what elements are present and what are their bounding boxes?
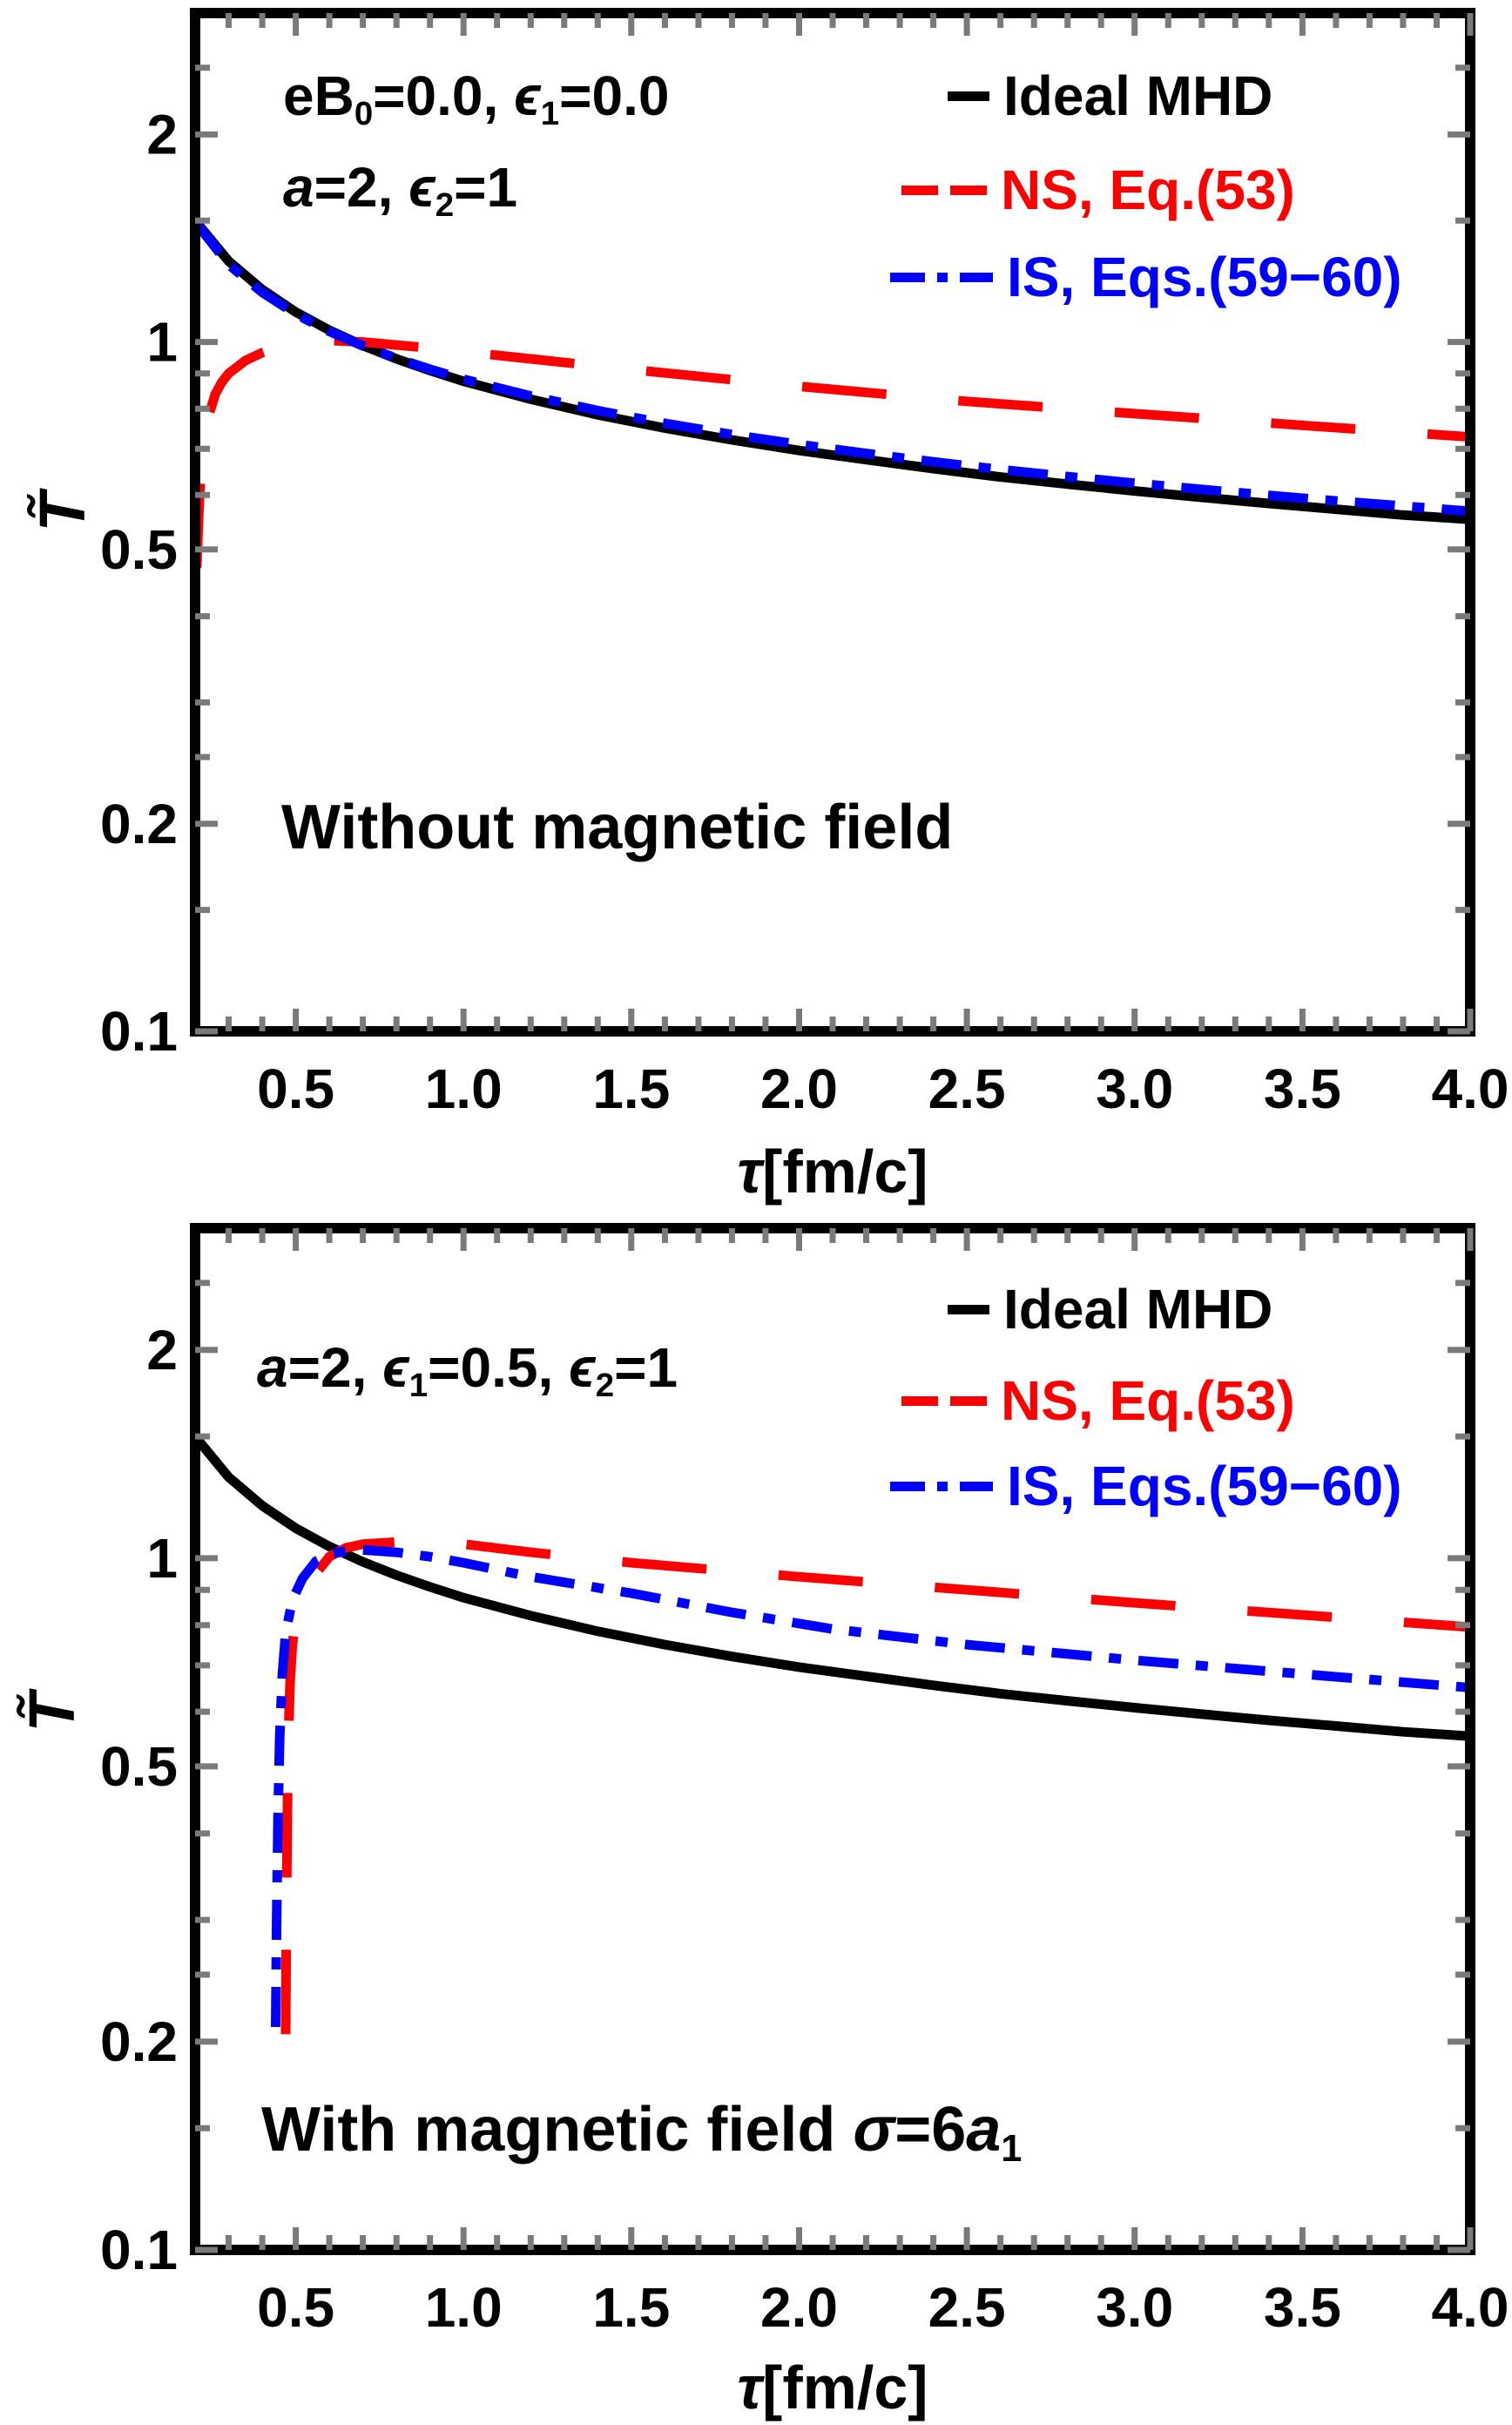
- axis-ticks: [195, 1228, 1474, 2253]
- annotation-parameters-bottom: a=2, ϵ1=0.5, ϵ2=1: [257, 1336, 678, 1404]
- x-tick-label: 1.5: [592, 1057, 670, 1120]
- y-tick-label: 2: [146, 1319, 178, 1381]
- legend-entry-ns: NS, Eq.(53): [901, 1373, 1295, 1429]
- y-tick-label: 1: [146, 1527, 178, 1590]
- legend-label: IS, Eqs.(59−60): [1007, 246, 1402, 308]
- legend-entry-ideal-mhd: Ideal MHD: [948, 1281, 1272, 1337]
- y-tick-label: 0.2: [100, 793, 178, 855]
- legend-marker-solid-line-icon: [948, 91, 989, 101]
- legend-marker-dashdot-line-icon: [890, 272, 993, 282]
- x-tick-label: 1.0: [425, 1057, 503, 1120]
- legend-marker-dashed-line-icon: [901, 185, 987, 195]
- x-tick-label: 3.0: [1096, 1057, 1173, 1120]
- y-tick-label: 0.5: [100, 1735, 178, 1798]
- legend-entry-is: IS, Eqs.(59−60): [890, 1458, 1402, 1514]
- curve-top-ideal-mhd: [195, 217, 1470, 524]
- legend-label: NS, Eq.(53): [1001, 1369, 1295, 1432]
- curve-top-is: [195, 219, 1470, 517]
- x-tick-label: 0.5: [257, 2276, 334, 2339]
- y-tick-label: 1: [146, 311, 178, 374]
- legend-marker-solid-line-icon: [948, 1304, 989, 1314]
- x-tick-label: 3.5: [1264, 1057, 1341, 1120]
- legend-label: NS, Eq.(53): [1001, 159, 1295, 221]
- y-tick-label: 0.1: [100, 2219, 178, 2281]
- annotation-without-field-label: Without magnetic field: [281, 793, 954, 862]
- legend-marker-dashdot-line-icon: [890, 1481, 993, 1491]
- legend-entry-ns: NS, Eq.(53): [901, 162, 1295, 218]
- x-tick-label: 0.5: [257, 1057, 334, 1120]
- annotation-with-field-label: With magnetic field σ=6a1: [261, 2095, 1023, 2171]
- legend-marker-dashed-line-icon: [901, 1395, 987, 1406]
- x-tick-label: 4.0: [1432, 2276, 1509, 2339]
- curve-bottom-ns: [280, 1537, 1470, 2035]
- x-tick-label: 4.0: [1432, 1057, 1509, 1120]
- annotation-parameters-top: a=2, ϵ2=1: [283, 156, 518, 224]
- x-tick-label: 1.5: [592, 2276, 670, 2339]
- x-tick-label: 3.0: [1096, 2276, 1173, 2339]
- y-axis-label-top: T̃: [26, 492, 98, 532]
- y-tick-label: 2: [146, 103, 178, 165]
- tick-labels: 0.5 1.0 1.5 2.0 2.5 3.0 3.5 4.0 2 1 0.5 0.2 0.1: [100, 1319, 1509, 2339]
- curve-bottom-ideal-mhd: [195, 1433, 1470, 1741]
- x-axis-label-top: τ[fm/c]: [737, 1138, 928, 1206]
- legend-entry-is: IS, Eqs.(59−60): [890, 249, 1402, 305]
- x-axis-label-bottom: τ[fm/c]: [737, 2354, 928, 2422]
- y-tick-label: 0.2: [100, 2010, 178, 2073]
- curve-bottom-is: [271, 1544, 1470, 2028]
- x-tick-label: 3.5: [1264, 2276, 1341, 2339]
- y-tick-label: 0.1: [100, 1000, 178, 1063]
- x-tick-label: 1.0: [425, 2276, 503, 2339]
- x-tick-label: 2.5: [928, 2276, 1006, 2339]
- x-tick-label: 2.0: [760, 1057, 838, 1120]
- legend-label: IS, Eqs.(59−60): [1007, 1455, 1402, 1517]
- y-axis-label-bottom: T̃: [16, 1692, 88, 1733]
- axis-ticks: [195, 13, 1474, 1035]
- legend-label: Ideal MHD: [1003, 64, 1273, 127]
- x-tick-label: 2.5: [928, 1057, 1006, 1120]
- legend-entry-ideal-mhd: Ideal MHD: [948, 68, 1272, 124]
- y-tick-label: 0.5: [100, 518, 178, 581]
- annotation-initial-conditions: eB0=0.0, ϵ1=0.0: [283, 64, 670, 132]
- x-tick-label: 2.0: [760, 2276, 838, 2339]
- tick-labels: 0.5 1.0 1.5 2.0 2.5 3.0 3.5 4.0 2 1 0.5 0.2 0.1: [100, 103, 1509, 1120]
- legend-label: Ideal MHD: [1003, 1278, 1273, 1341]
